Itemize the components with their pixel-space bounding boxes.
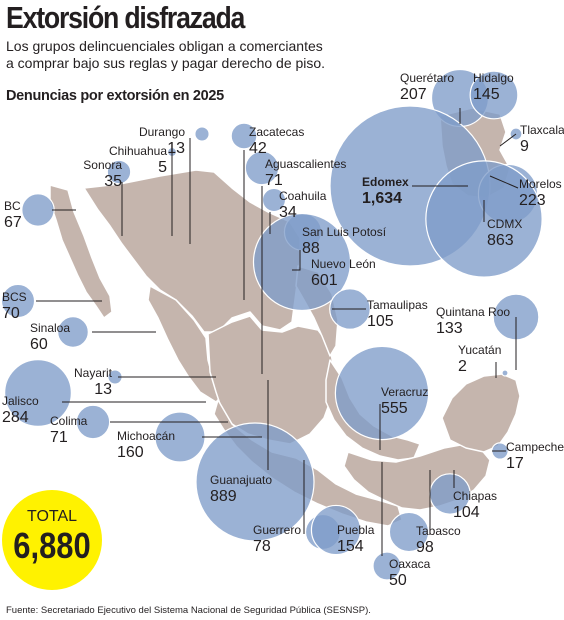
leader-tlaxcala bbox=[499, 133, 517, 147]
value-cdmx: 863 bbox=[487, 232, 514, 249]
label-nuevo-leon: Nuevo León bbox=[311, 257, 376, 271]
label-colima: Colima bbox=[50, 414, 88, 428]
label-sonora: Sonora bbox=[83, 158, 122, 172]
label-bc: BC bbox=[4, 199, 21, 213]
total-badge: TOTAL 6,880 bbox=[2, 490, 102, 590]
bubble-hidalgo bbox=[469, 70, 519, 120]
map-north bbox=[83, 169, 301, 333]
value-michoacan: 160 bbox=[117, 444, 144, 461]
label-aguascalientes: Aguascalientes bbox=[265, 157, 346, 171]
value-colima: 71 bbox=[50, 429, 68, 446]
value-queretaro: 207 bbox=[400, 86, 427, 103]
value-chiapas: 104 bbox=[453, 504, 480, 521]
value-jalisco: 284 bbox=[2, 409, 29, 426]
label-durango: Durango bbox=[139, 125, 185, 139]
value-tamaulipas: 105 bbox=[367, 313, 394, 330]
value-yucatan: 2 bbox=[458, 358, 467, 375]
label-san-luis-potosi: San Luis Potosí bbox=[302, 225, 387, 239]
leader-san-luis-potosi bbox=[292, 250, 301, 271]
bubble-bcs bbox=[0, 283, 36, 319]
bubble-sinaloa bbox=[57, 316, 89, 348]
label-queretaro: Querétaro bbox=[400, 71, 454, 85]
leader-morelos bbox=[489, 175, 519, 189]
label-campeche: Campeche bbox=[506, 440, 564, 454]
label-zacatecas: Zacatecas bbox=[249, 125, 304, 139]
bubble-colima bbox=[75, 404, 111, 440]
value-tlaxcala: 9 bbox=[520, 138, 529, 155]
label-hidalgo: Hidalgo bbox=[473, 71, 514, 85]
value-sonora: 35 bbox=[104, 173, 122, 190]
label-sinaloa: Sinaloa bbox=[30, 321, 70, 335]
value-coahuila: 34 bbox=[279, 204, 297, 221]
value-chihuahua: 5 bbox=[158, 159, 167, 176]
value-san-luis-potosi: 88 bbox=[302, 240, 320, 257]
label-nayarit: Nayarit bbox=[74, 366, 113, 380]
label-tabasco: Tabasco bbox=[416, 524, 461, 538]
bubble-zacatecas bbox=[230, 122, 258, 150]
value-quintana-roo: 133 bbox=[436, 320, 463, 337]
source-note: Fuente: Secretariado Ejecutivo del Siste… bbox=[6, 605, 371, 616]
subtitle-line-2: a comprar bajo sus reglas y pagar derech… bbox=[6, 55, 326, 71]
label-oaxaca: Oaxaca bbox=[389, 557, 431, 571]
value-bc: 67 bbox=[4, 214, 22, 231]
map-sinaloa-durango bbox=[147, 285, 223, 403]
page-title: Extorsión disfrazada bbox=[6, 0, 245, 35]
bubble-nuevo-leon bbox=[252, 212, 352, 312]
bubble-bc bbox=[21, 193, 55, 227]
value-edomex: 1,634 bbox=[362, 190, 402, 207]
value-veracruz: 555 bbox=[381, 400, 408, 417]
value-durango: 13 bbox=[167, 140, 185, 157]
label-puebla: Puebla bbox=[337, 523, 375, 537]
bubble-tabasco bbox=[388, 511, 430, 553]
bubble-puebla bbox=[310, 504, 362, 556]
label-tlaxcala: Tlaxcala bbox=[520, 123, 564, 137]
label-jalisco: Jalisco bbox=[2, 394, 39, 408]
bubble-sonora bbox=[106, 159, 132, 185]
value-zacatecas: 42 bbox=[249, 140, 267, 157]
label-guerrero: Guerrero bbox=[253, 523, 301, 537]
section-title: Denuncias por extorsión en 2025 bbox=[6, 88, 224, 104]
label-morelos: Morelos bbox=[519, 177, 562, 191]
bubble-durango bbox=[194, 126, 210, 142]
value-nuevo-leon: 601 bbox=[311, 272, 338, 289]
label-chiapas: Chiapas bbox=[453, 489, 497, 503]
label-coahuila: Coahuila bbox=[279, 189, 327, 203]
label-quintana-roo: Quintana Roo bbox=[436, 305, 510, 319]
total-value: 6,880 bbox=[13, 527, 90, 567]
bubble-oaxaca bbox=[372, 551, 402, 581]
label-cdmx: CDMX bbox=[487, 217, 522, 231]
bubble-yucatan bbox=[501, 369, 509, 377]
subtitle-line-1: Los grupos delincuenciales obligan a com… bbox=[6, 38, 323, 54]
value-nayarit: 13 bbox=[94, 381, 112, 398]
value-tabasco: 98 bbox=[416, 539, 434, 556]
value-bcs: 70 bbox=[2, 305, 20, 322]
bubble-guanajuato bbox=[195, 422, 315, 542]
label-edomex: Edomex bbox=[362, 175, 409, 189]
value-morelos: 223 bbox=[519, 192, 546, 209]
value-puebla: 154 bbox=[337, 538, 364, 555]
value-hidalgo: 145 bbox=[473, 86, 500, 103]
bubble-aguascalientes bbox=[244, 150, 280, 186]
map-baja-california bbox=[49, 184, 113, 319]
label-chihuahua: Chihuahua bbox=[109, 144, 167, 158]
value-aguascalientes: 71 bbox=[265, 172, 283, 189]
value-guerrero: 78 bbox=[253, 538, 271, 555]
label-veracruz: Veracruz bbox=[381, 385, 428, 399]
value-campeche: 17 bbox=[506, 455, 524, 472]
label-guanajuato: Guanajuato bbox=[210, 473, 272, 487]
bubble-veracruz bbox=[334, 345, 430, 441]
bubble-jalisco bbox=[4, 359, 72, 427]
label-bcs: BCS bbox=[2, 290, 27, 304]
total-label: TOTAL bbox=[27, 508, 77, 525]
map-yucatan bbox=[441, 373, 521, 453]
value-sinaloa: 60 bbox=[30, 336, 48, 353]
value-guanajuato: 889 bbox=[210, 488, 237, 505]
label-michoacan: Michoacán bbox=[117, 429, 175, 443]
value-oaxaca: 50 bbox=[389, 572, 407, 589]
label-yucatan: Yucatán bbox=[458, 343, 501, 357]
label-tamaulipas: Tamaulipas bbox=[367, 298, 428, 312]
